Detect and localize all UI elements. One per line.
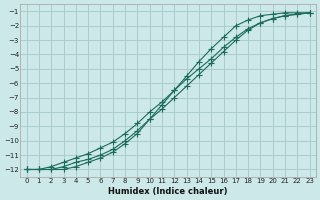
- X-axis label: Humidex (Indice chaleur): Humidex (Indice chaleur): [108, 187, 228, 196]
